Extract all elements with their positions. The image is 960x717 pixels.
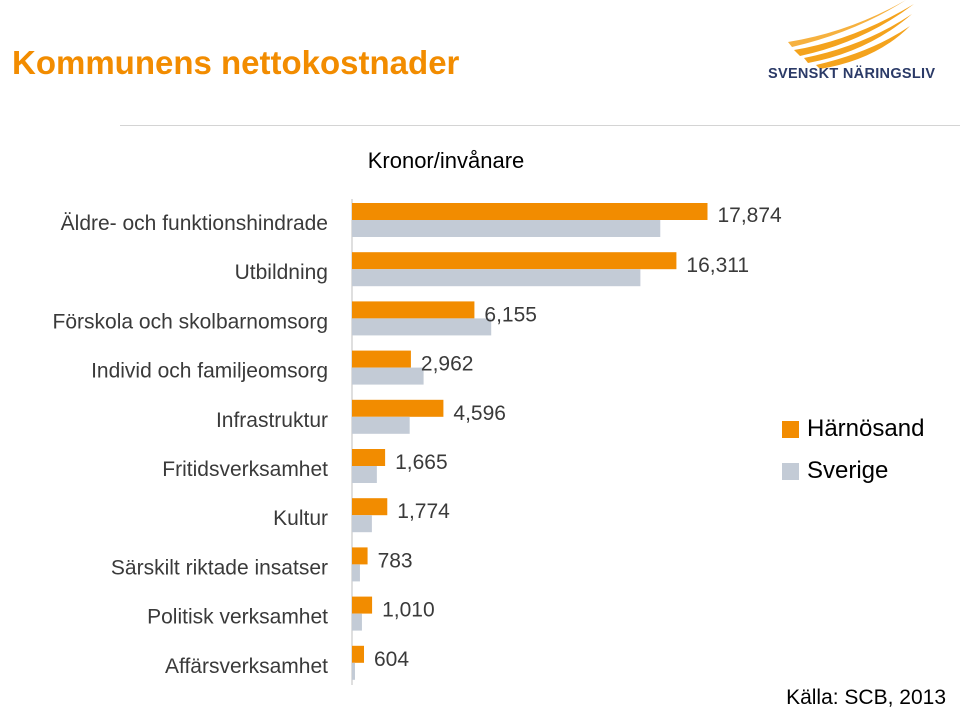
category-label: Individ och familjeomsorg <box>91 360 328 383</box>
svenskt-naringsliv-logo <box>788 0 914 69</box>
bar-sverige <box>352 416 410 434</box>
data-label: 17,874 <box>717 204 782 227</box>
bar-harnosand <box>352 449 386 466</box>
header-divider <box>120 125 960 126</box>
category-label: Förskola och skolbarnomsorg <box>53 310 328 333</box>
bar-harnosand <box>352 645 365 663</box>
data-label: 1,010 <box>382 599 435 622</box>
source-note: Källa: SCB, 2013 <box>786 686 946 709</box>
bar-sverige <box>352 515 372 533</box>
category-label: Kultur <box>273 507 328 530</box>
category-label: Politisk verksamhet <box>147 606 328 629</box>
data-label: 604 <box>374 648 409 671</box>
bar-harnosand <box>352 596 373 614</box>
page-title: Kommunens nettokostnader <box>12 44 460 81</box>
data-label: 1,774 <box>397 500 450 523</box>
data-label: 783 <box>378 549 413 572</box>
category-label: Särskilt riktade insatser <box>111 556 328 579</box>
bar-sverige <box>352 466 377 483</box>
legend-swatch-harnosand <box>782 420 799 438</box>
bar-sverige <box>352 564 360 582</box>
data-label: 2,962 <box>421 353 474 376</box>
bar-harnosand <box>352 203 708 220</box>
bar-harnosand <box>352 301 475 319</box>
legend-label-sverige: Sverige <box>807 457 889 484</box>
category-label: Utbildning <box>235 261 328 284</box>
category-label: Äldre- och funktionshindrade <box>61 212 328 235</box>
chart-legend: Härnösand Sverige <box>782 408 924 492</box>
category-label: Fritidsverksamhet <box>162 458 328 481</box>
data-label: 4,596 <box>453 402 506 425</box>
bar-harnosand <box>352 498 388 516</box>
bar-sverige <box>352 367 424 385</box>
data-label: 1,665 <box>395 451 448 474</box>
bar-sverige <box>352 613 362 631</box>
legend-swatch-sverige <box>782 462 799 480</box>
bar-sverige <box>352 220 661 237</box>
bar-harnosand <box>352 547 368 565</box>
chart-title: Kronor/invånare <box>368 148 525 173</box>
logo-text: SVENSKT NÄRINGSLIV <box>768 66 936 82</box>
category-label: Affärsverksamhet <box>165 655 328 678</box>
bar-sverige <box>352 269 641 287</box>
legend-item-harnosand: Härnösand <box>782 408 924 450</box>
data-label: 6,155 <box>484 303 537 326</box>
bar-harnosand <box>352 252 677 270</box>
category-label: Infrastruktur <box>216 409 328 432</box>
legend-item-sverige: Sverige <box>782 450 924 492</box>
legend-label-harnosand: Härnösand <box>807 415 925 442</box>
data-label: 16,311 <box>686 254 749 277</box>
bar-sverige <box>352 662 355 680</box>
bar-sverige <box>352 318 492 336</box>
bar-harnosand <box>352 399 444 417</box>
bar-harnosand <box>352 350 411 368</box>
